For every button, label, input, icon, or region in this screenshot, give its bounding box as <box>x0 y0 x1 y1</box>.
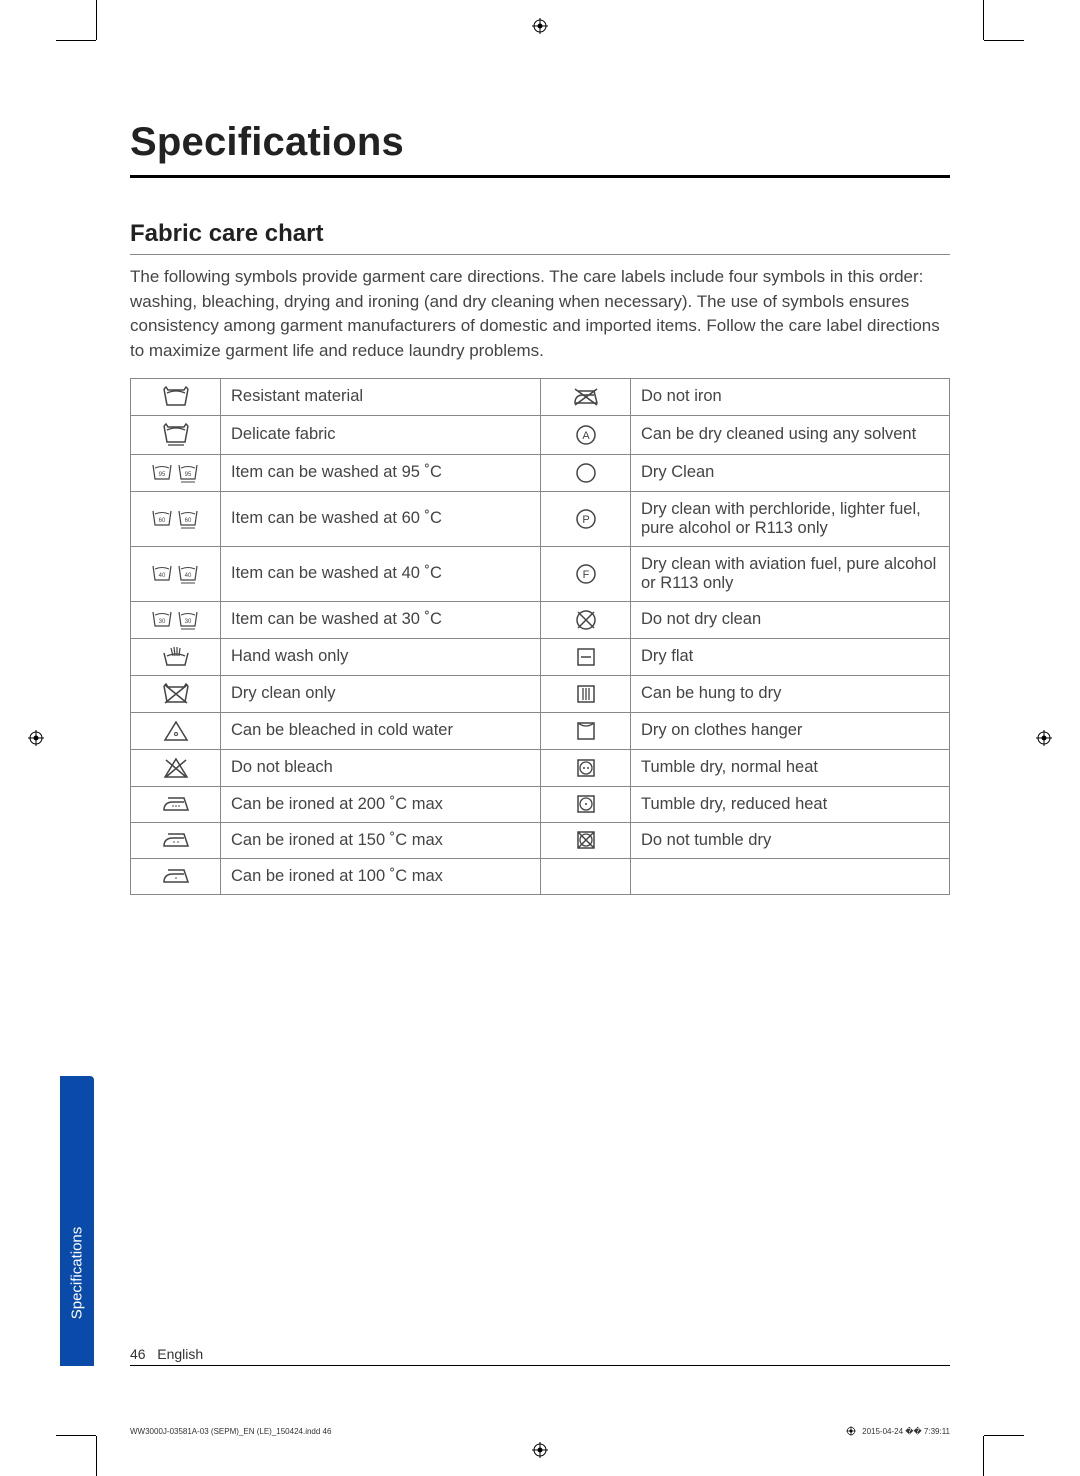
cell-label: Item can be washed at 60 ˚C <box>221 491 541 546</box>
cell-label: Do not bleach <box>221 749 541 786</box>
section-heading: Fabric care chart <box>130 220 950 248</box>
cell-label: Dry flat <box>631 638 950 675</box>
imprint-filename: WW3000J-03581A-03 (SEPM)_EN (LE)_150424.… <box>130 1427 331 1436</box>
svg-text:P: P <box>582 514 589 526</box>
cell-label: Hand wash only <box>221 638 541 675</box>
dry-clean-only-icon <box>131 675 221 712</box>
bleach-ok-icon <box>131 712 221 749</box>
cell-label: Can be ironed at 150 ˚C max <box>221 822 541 858</box>
cell-label: Tumble dry, reduced heat <box>631 786 950 822</box>
tumble-normal-icon <box>541 749 631 786</box>
cell-label: Item can be washed at 95 ˚C <box>221 454 541 491</box>
cell-label: Do not tumble dry <box>631 822 950 858</box>
table-row: Hand wash only Dry flat <box>131 638 950 675</box>
cell-label: Tumble dry, normal heat <box>631 749 950 786</box>
registration-mark <box>532 1442 548 1458</box>
wash-30-icon: 30 30 <box>131 601 221 638</box>
table-row: 95 95 Item can be washed at 95 ˚C Dry Cl… <box>131 454 950 491</box>
title-rule <box>130 175 950 178</box>
svg-text:95: 95 <box>158 472 165 478</box>
cell-label: Can be hung to dry <box>631 675 950 712</box>
do-not-dryclean-icon <box>541 601 631 638</box>
do-not-tumble-icon <box>541 822 631 858</box>
cell-label: Item can be washed at 30 ˚C <box>221 601 541 638</box>
drip-dry-icon <box>541 712 631 749</box>
cell-label: Dry clean only <box>221 675 541 712</box>
section-tab: Specifications <box>60 1076 94 1366</box>
cell-label: Dry on clothes hanger <box>631 712 950 749</box>
page-number: 46 <box>130 1346 146 1362</box>
page-title: Specifications <box>130 120 950 165</box>
registration-mark <box>28 730 44 746</box>
wash-delicate-icon <box>131 415 221 454</box>
svg-text:95: 95 <box>184 472 191 478</box>
iron-150-icon <box>131 822 221 858</box>
table-row: 40 40 Item can be washed at 40 ˚C F Dry … <box>131 546 950 601</box>
wash-60-icon: 60 60 <box>131 491 221 546</box>
do-not-iron-icon <box>541 378 631 415</box>
dryclean-p-icon: P <box>541 491 631 546</box>
section-rule <box>130 254 950 255</box>
svg-text:40: 40 <box>158 573 165 579</box>
cell-label: Do not iron <box>631 378 950 415</box>
wash-95-icon: 95 95 <box>131 454 221 491</box>
registration-mark <box>532 18 548 34</box>
cell-label: Can be bleached in cold water <box>221 712 541 749</box>
cell-label: Delicate fabric <box>221 415 541 454</box>
table-row: Can be ironed at 150 ˚C max Do not tumbl… <box>131 822 950 858</box>
imprint-timestamp-text: 2015-04-24 �� 7:39:11 <box>862 1427 950 1436</box>
page-language: English <box>157 1346 203 1362</box>
cell-label <box>631 858 950 894</box>
svg-text:A: A <box>582 430 590 442</box>
iron-200-icon <box>131 786 221 822</box>
table-row: Can be ironed at 200 ˚C max Tumble dry, … <box>131 786 950 822</box>
dryclean-f-icon: F <box>541 546 631 601</box>
section-tab-label: Specifications <box>69 1227 86 1320</box>
wash-resistant-icon <box>131 378 221 415</box>
cell-label: Can be ironed at 100 ˚C max <box>221 858 541 894</box>
table-row: Can be bleached in cold water Dry on clo… <box>131 712 950 749</box>
table-row: 30 30 Item can be washed at 30 ˚C Do not… <box>131 601 950 638</box>
hand-wash-icon <box>131 638 221 675</box>
cell-label: Dry clean with perchloride, lighter fuel… <box>631 491 950 546</box>
cell-label: Do not dry clean <box>631 601 950 638</box>
svg-text:40: 40 <box>184 573 191 579</box>
line-dry-icon <box>541 675 631 712</box>
table-row: Resistant material Do not iron <box>131 378 950 415</box>
imprint-timestamp: 2015-04-24 �� 7:39:11 <box>846 1426 950 1436</box>
table-row: 60 60 Item can be washed at 60 ˚C P Dry … <box>131 491 950 546</box>
svg-text:F: F <box>582 569 589 581</box>
empty-cell <box>541 858 631 894</box>
intro-paragraph: The following symbols provide garment ca… <box>130 265 950 364</box>
dryclean-any-icon: A <box>541 415 631 454</box>
svg-text:30: 30 <box>184 619 191 625</box>
table-row: Do not bleach Tumble dry, normal heat <box>131 749 950 786</box>
wash-40-icon: 40 40 <box>131 546 221 601</box>
svg-text:60: 60 <box>158 518 165 524</box>
tumble-reduced-icon <box>541 786 631 822</box>
dryclean-icon <box>541 454 631 491</box>
svg-text:60: 60 <box>184 518 191 524</box>
cell-label: Dry Clean <box>631 454 950 491</box>
cell-label: Item can be washed at 40 ˚C <box>221 546 541 601</box>
svg-text:30: 30 <box>158 619 165 625</box>
cell-label: Can be dry cleaned using any solvent <box>631 415 950 454</box>
table-row: Dry clean only Can be hung to dry <box>131 675 950 712</box>
dry-flat-icon <box>541 638 631 675</box>
page-footer: 46 English <box>130 1365 950 1366</box>
cell-label: Can be ironed at 200 ˚C max <box>221 786 541 822</box>
fabric-care-table: Resistant material Do not iron Delicate … <box>130 378 950 895</box>
registration-mark <box>1036 730 1052 746</box>
cell-label: Dry clean with aviation fuel, pure alcoh… <box>631 546 950 601</box>
do-not-bleach-icon <box>131 749 221 786</box>
cell-label: Resistant material <box>221 378 541 415</box>
iron-100-icon <box>131 858 221 894</box>
table-row: Can be ironed at 100 ˚C max <box>131 858 950 894</box>
table-row: Delicate fabric A Can be dry cleaned usi… <box>131 415 950 454</box>
